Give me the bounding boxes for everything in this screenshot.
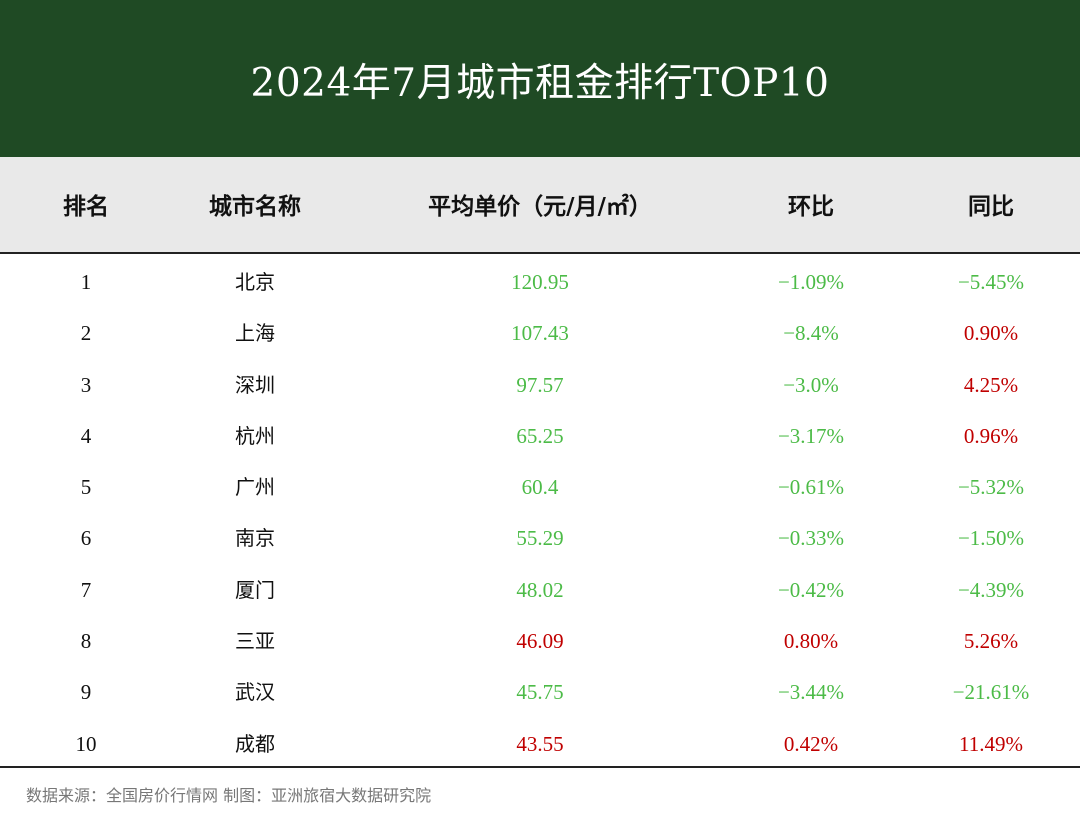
yoy-cell: 0.90% (963, 321, 1019, 346)
mom-cell: −1.09% (777, 270, 845, 294)
mom-cell: −0.33% (777, 526, 845, 551)
table-header: 排名 城市名称 平均单价（元/月/㎡） 环比 同比 (0, 157, 1080, 254)
rank-cell: 5 (80, 475, 92, 500)
city-cell: 上海 (235, 321, 275, 346)
table-row: 10 成都 43.55 0.42% 11.49% (0, 716, 1080, 767)
price-cell: 97.57 (516, 372, 564, 397)
table-row: 5 广州 60.4 −0.61% −5.32% (0, 459, 1080, 510)
city-cell: 成都 (235, 731, 275, 756)
yoy-cell: 4.25% (963, 372, 1019, 397)
header-mom: 环比 (788, 194, 834, 220)
price-cell: 55.29 (516, 526, 564, 551)
rank-cell: 6 (80, 526, 92, 551)
city-cell: 杭州 (235, 423, 275, 448)
mom-cell: −0.42% (777, 577, 845, 602)
header-rank: 排名 (63, 194, 109, 220)
table-row: 1 北京 120.95 −1.09% −5.45% (0, 254, 1080, 305)
rank-cell: 1 (80, 270, 92, 294)
yoy-cell: −5.32% (957, 475, 1025, 500)
header-city: 城市名称 (209, 194, 301, 220)
price-cell: 43.55 (516, 731, 564, 756)
table-row: 4 杭州 65.25 −3.17% 0.96% (0, 408, 1080, 459)
rank-cell: 3 (80, 372, 92, 397)
table-body: 1 北京 120.95 −1.09% −5.45% 2 上海 107.43 −8.4% 0.90%… (0, 254, 1080, 767)
rank-cell: 7 (80, 577, 92, 602)
price-cell: 48.02 (516, 577, 564, 602)
yoy-cell: 0.96% (963, 423, 1019, 448)
yoy-cell: −5.45% (957, 270, 1025, 294)
price-cell: 120.95 (511, 270, 569, 294)
rank-cell: 4 (80, 423, 92, 448)
table-row: 6 南京 55.29 −0.33% −1.50% (0, 510, 1080, 561)
mom-cell: −3.44% (777, 680, 845, 705)
mom-cell: 0.42% (783, 731, 839, 756)
mom-cell: −3.17% (777, 423, 845, 448)
yoy-cell: −21.61% (952, 680, 1030, 705)
table-row: 9 武汉 45.75 −3.44% −21.61% (0, 664, 1080, 715)
yoy-cell: −4.39% (957, 577, 1025, 602)
chart-title: 2024年7月城市租金排行TOP10 (250, 60, 830, 106)
price-cell: 65.25 (516, 423, 564, 448)
rank-cell: 8 (80, 629, 92, 654)
price-cell: 60.4 (521, 475, 559, 500)
table-row: 2 上海 107.43 −8.4% 0.90% (0, 305, 1080, 356)
table-row: 7 厦门 48.02 −0.42% −4.39% (0, 562, 1080, 613)
mom-cell: −0.61% (777, 475, 845, 500)
table-row: 8 三亚 46.09 0.80% 5.26% (0, 613, 1080, 664)
mom-cell: 0.80% (783, 629, 839, 654)
yoy-cell: −1.50% (957, 526, 1025, 551)
mom-cell: −8.4% (783, 321, 839, 346)
city-cell: 武汉 (235, 680, 275, 705)
title-banner: 2024年7月城市租金排行TOP10 (0, 0, 1080, 157)
city-cell: 厦门 (235, 577, 275, 602)
table-row: 3 深圳 97.57 −3.0% 4.25% (0, 357, 1080, 408)
yoy-cell: 11.49% (959, 731, 1023, 756)
price-cell: 46.09 (516, 629, 564, 654)
header-price: 平均单价（元/月/㎡） (428, 194, 652, 220)
city-cell: 深圳 (235, 372, 275, 397)
city-cell: 三亚 (235, 629, 275, 654)
rank-cell: 10 (75, 731, 97, 756)
source-note: 数据来源：全国房价行情网 制图：亚洲旅宿大数据研究院 (26, 786, 432, 805)
rank-cell: 9 (80, 680, 92, 705)
yoy-cell: 5.26% (963, 629, 1019, 654)
mom-cell: −3.0% (783, 372, 839, 397)
city-cell: 南京 (235, 526, 275, 551)
price-cell: 107.43 (511, 321, 569, 346)
city-cell: 北京 (235, 270, 275, 294)
header-yoy: 同比 (968, 194, 1014, 220)
table-bottom-rule (0, 766, 1080, 768)
city-cell: 广州 (235, 475, 275, 500)
rank-cell: 2 (80, 321, 92, 346)
price-cell: 45.75 (516, 680, 564, 705)
